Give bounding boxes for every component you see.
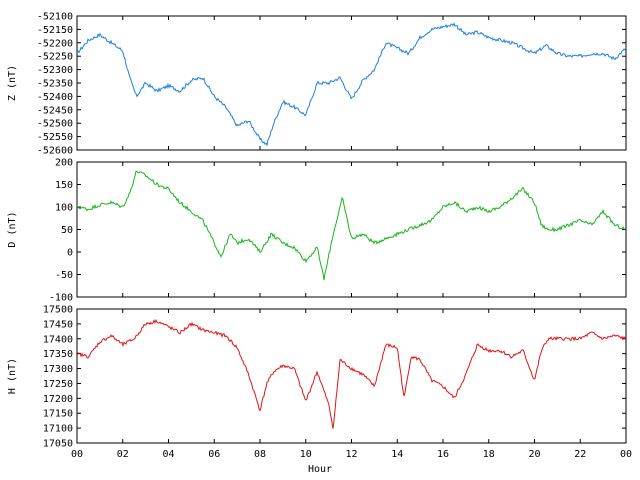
y-tick-label-z-4: -52300 xyxy=(37,65,73,76)
x-tick-label-0: 00 xyxy=(71,449,83,460)
y-tick-label-h-6: 17200 xyxy=(43,394,73,405)
y-tick-label-z-6: -52400 xyxy=(37,92,73,103)
y-tick-label-z-10: -52600 xyxy=(37,146,73,157)
x-tick-label-5: 10 xyxy=(300,449,312,460)
x-tick-label-4: 08 xyxy=(254,449,266,460)
panel-z: -52100 -52150 -52200 -52250 -52300 -52350 -524… xyxy=(7,12,627,157)
y-tick-label-h-5: 17250 xyxy=(43,379,73,390)
y-tick-label-z-2: -52200 xyxy=(37,38,73,49)
x-tick-label-1: 02 xyxy=(117,449,129,460)
y-tick-label-h-4: 17300 xyxy=(43,364,73,375)
y-tick-label-z-5: -52350 xyxy=(37,79,73,90)
y-tick-label-h-1: 17450 xyxy=(43,319,73,330)
y-tick-label-d-2: 100 xyxy=(55,203,73,214)
x-tick-label-11: 22 xyxy=(574,449,586,460)
x-tick-label-2: 04 xyxy=(162,449,174,460)
y-tick-label-h-7: 17150 xyxy=(43,409,73,420)
x-tick-label-6: 12 xyxy=(345,449,357,460)
y-axis-title-d: D (nT) xyxy=(7,211,18,247)
x-tick-label-12: 00 xyxy=(620,449,632,460)
series-line-h xyxy=(76,318,627,429)
y-axis-title-z: Z (nT) xyxy=(7,65,18,101)
y-tick-label-h-3: 17350 xyxy=(43,349,73,360)
y-tick-label-h-8: 17100 xyxy=(43,424,73,435)
x-axis-title: Hour xyxy=(308,464,332,475)
plot-frame-z xyxy=(76,15,627,151)
x-tick-label-7: 14 xyxy=(391,449,403,460)
plot-frame-h xyxy=(76,308,627,444)
y-tick-label-z-9: -52550 xyxy=(37,132,73,143)
series-line-d xyxy=(76,170,627,281)
y-tick-label-z-3: -52250 xyxy=(37,52,73,63)
x-tick-label-8: 16 xyxy=(437,449,449,460)
y-tick-label-z-8: -52500 xyxy=(37,119,73,130)
y-tick-label-z-7: -52450 xyxy=(37,105,73,116)
y-tick-label-h-2: 17400 xyxy=(43,334,73,345)
plot-frame-d xyxy=(76,161,627,298)
y-tick-label-d-4: 0 xyxy=(67,248,73,259)
x-tick-label-10: 20 xyxy=(528,449,540,460)
x-tick-label-9: 18 xyxy=(483,449,495,460)
y-axis-title-h: H (nT) xyxy=(7,358,18,394)
x-tick-label-3: 06 xyxy=(208,449,220,460)
panel-d: 200 150 100 50 0 -50 -100 D (nT) xyxy=(7,158,627,304)
y-tick-label-d-5: -50 xyxy=(55,270,73,281)
panel-h: 17500 17450 17400 17350 17300 17250 17200 17150… xyxy=(7,305,627,450)
y-tick-label-d-1: 150 xyxy=(55,180,73,191)
y-tick-label-z-1: -52150 xyxy=(37,25,73,36)
y-tick-label-h-9: 17050 xyxy=(43,439,73,450)
y-tick-label-d-0: 200 xyxy=(55,158,73,169)
y-tick-label-d-6: -100 xyxy=(49,293,73,304)
y-tick-label-z-0: -52100 xyxy=(37,12,73,23)
y-tick-label-d-3: 50 xyxy=(61,225,73,236)
y-tick-label-h-0: 17500 xyxy=(43,305,73,316)
series-line-z xyxy=(76,22,627,147)
